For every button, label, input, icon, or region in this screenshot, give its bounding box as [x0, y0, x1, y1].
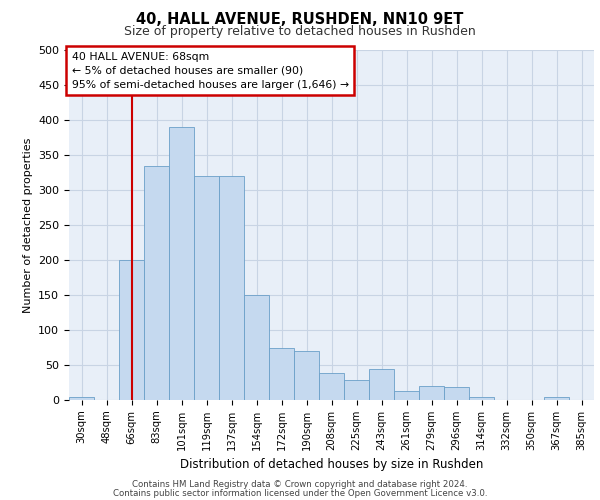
Bar — [394, 391, 419, 400]
Text: Size of property relative to detached houses in Rushden: Size of property relative to detached ho… — [124, 25, 476, 38]
Bar — [69, 396, 94, 400]
Text: Contains HM Land Registry data © Crown copyright and database right 2024.: Contains HM Land Registry data © Crown c… — [132, 480, 468, 489]
Bar — [544, 397, 569, 400]
Text: Contains public sector information licensed under the Open Government Licence v3: Contains public sector information licen… — [113, 488, 487, 498]
Bar — [219, 176, 244, 400]
Bar — [444, 388, 469, 400]
Bar — [344, 380, 369, 400]
X-axis label: Distribution of detached houses by size in Rushden: Distribution of detached houses by size … — [180, 458, 483, 471]
Text: 40 HALL AVENUE: 68sqm
← 5% of detached houses are smaller (90)
95% of semi-detac: 40 HALL AVENUE: 68sqm ← 5% of detached h… — [71, 52, 349, 90]
Bar — [194, 176, 219, 400]
Y-axis label: Number of detached properties: Number of detached properties — [23, 138, 32, 312]
Bar — [419, 386, 444, 400]
Bar — [469, 396, 494, 400]
Bar — [144, 166, 169, 400]
Bar — [119, 260, 144, 400]
Bar — [369, 368, 394, 400]
Bar — [244, 295, 269, 400]
Text: 40, HALL AVENUE, RUSHDEN, NN10 9ET: 40, HALL AVENUE, RUSHDEN, NN10 9ET — [136, 12, 464, 28]
Bar — [319, 374, 344, 400]
Bar — [269, 348, 294, 400]
Bar — [294, 351, 319, 400]
Bar — [169, 127, 194, 400]
